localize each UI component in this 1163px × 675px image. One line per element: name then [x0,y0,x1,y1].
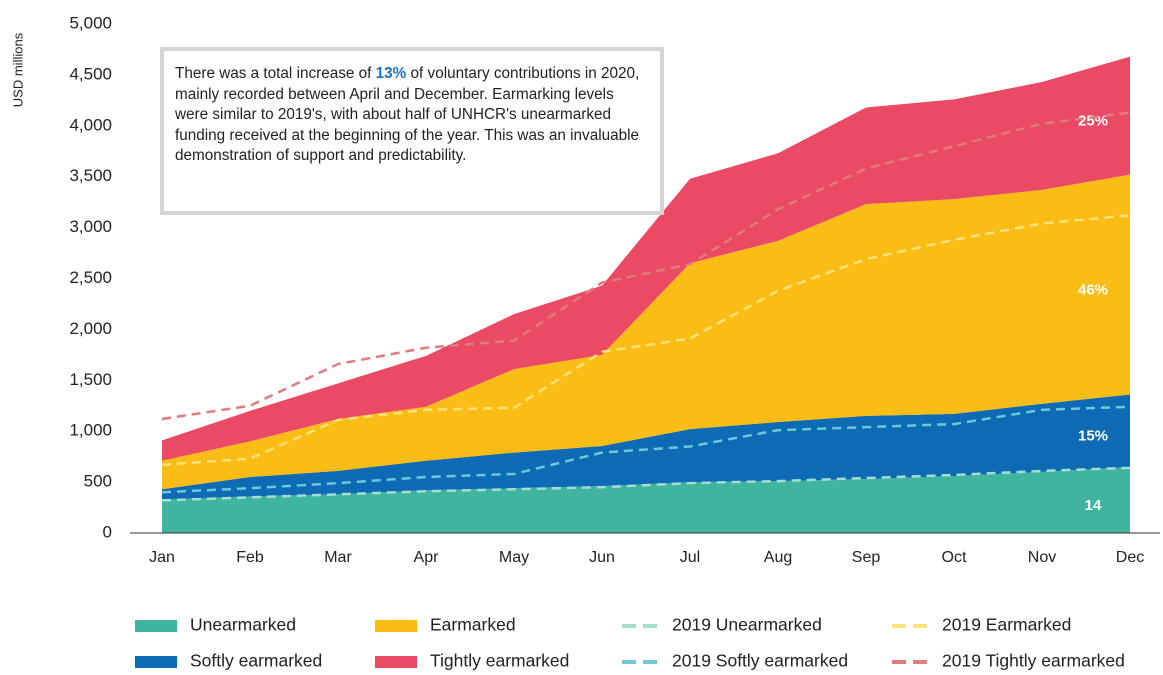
area [162,466,1130,533]
y-tick-label: 2,500 [69,268,112,287]
legend-label: Earmarked [430,615,516,635]
dashed-line [161,214,1131,467]
y-tick-label: 3,000 [69,217,112,236]
legend-label: Tightly earmarked [430,651,569,671]
x-tick-label: Mar [324,549,352,566]
legend-label: 2019 Tightly earmarked [942,651,1125,671]
segment-label: 15% [1078,428,1108,445]
legend-swatch [375,656,417,668]
annotation-box: There was a total increase of 13% of vol… [160,47,664,215]
legend-label: 2019 Softly earmarked [672,651,848,671]
legend-swatch [135,620,177,632]
y-tick-label: 4,000 [69,115,112,134]
y-axis-label: USD millions [10,32,25,107]
annotation-text: There was a total increase of [175,65,376,82]
legend-label: Unearmarked [190,615,296,635]
y-tick-label: 2,000 [69,319,112,338]
x-tick-label: Dec [1116,549,1144,566]
x-tick-label: May [499,549,529,566]
x-tick-label: Aug [764,549,792,566]
dashed-line [161,466,1131,502]
legend-swatch [375,620,417,632]
x-tick-label: Jun [589,549,615,566]
y-tick-label: 500 [84,472,112,491]
y-tick-label: 3,500 [69,166,112,185]
segment-label: 14 [1085,497,1102,514]
dashed-line [161,111,1131,421]
x-tick-label: Sep [852,549,881,566]
y-tick-label: 1,500 [69,370,112,389]
x-tick-label: Jan [149,549,175,566]
y-tick-label: 1,000 [69,421,112,440]
y-tick-label: 5,000 [69,13,112,32]
legend-swatch [135,656,177,668]
x-tick-label: Feb [236,549,264,566]
area [162,56,1130,461]
y-tick-label: 4,500 [69,64,112,83]
x-tick-label: Jul [680,549,700,566]
segment-label: 46% [1078,282,1108,299]
legend-label: 2019 Earmarked [942,615,1071,635]
x-tick-label: Oct [942,549,967,566]
area [162,394,1130,500]
annotation-text: of voluntary contributions in 2020, main… [175,65,640,164]
y-tick-label: 0 [103,522,112,541]
annotation-highlight: 13% [375,65,407,82]
x-tick-label: Apr [414,549,440,566]
dashed-line [161,405,1131,494]
legend-label: 2019 Unearmarked [672,615,822,635]
x-tick-label: Nov [1028,549,1056,566]
legend-label: Softly earmarked [190,651,322,671]
segment-label: 25% [1078,113,1108,130]
